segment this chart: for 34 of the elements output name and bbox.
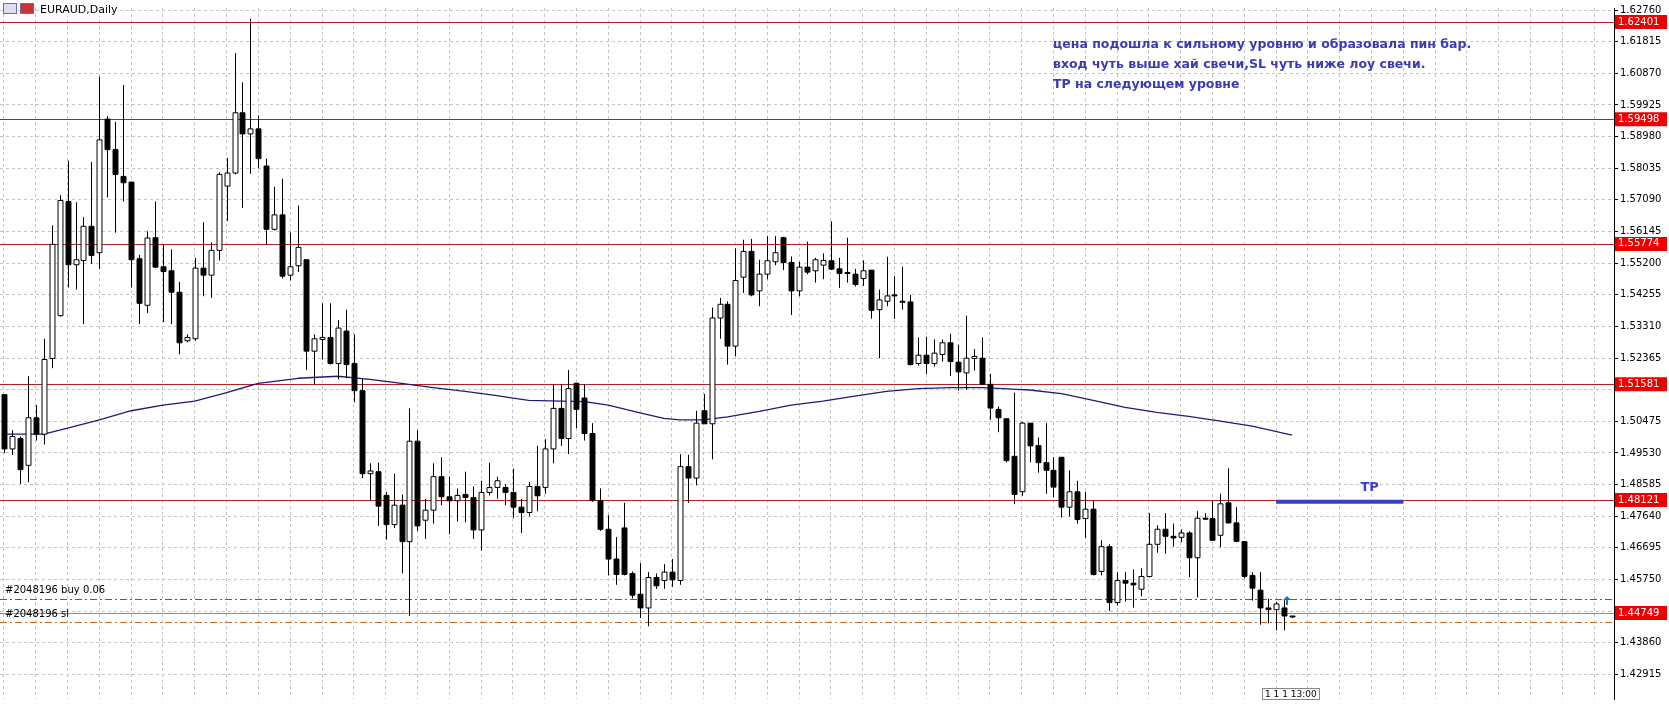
y-tick-label: 1.55200 <box>1620 256 1662 268</box>
annotation: 1 1 1 13:00 <box>1262 688 1320 700</box>
y-tick-label: 1.48585 <box>1620 478 1662 490</box>
y-tick-label: 1.59925 <box>1620 98 1662 110</box>
y-tick-label: 1.56145 <box>1620 225 1662 237</box>
annotation: TP на следующем уровне <box>1053 76 1240 91</box>
y-tick-label: 1.54255 <box>1620 288 1662 300</box>
y-tick-label: 1.58035 <box>1620 161 1662 173</box>
ref-line-label: #2048196 buy 0.06 <box>5 584 106 596</box>
annotation: вход чуть выше хай свечи,SL чуть ниже лоу свечи. <box>1053 56 1426 71</box>
ref-line-label: 1.48121 <box>1618 493 1660 505</box>
ref-line-label: #2048196 sl <box>5 607 70 619</box>
y-tick-label: 1.50475 <box>1620 414 1662 426</box>
ref-line-label: 1.44749 <box>1618 606 1660 618</box>
y-tick-label: 1.43860 <box>1620 636 1662 648</box>
annotation: цена подошла к сильному уровню и образовала пин бар. <box>1053 36 1472 51</box>
y-tick-label: 1.46695 <box>1620 541 1662 553</box>
y-tick-label: 1.60870 <box>1620 66 1662 78</box>
y-tick-label: 1.47640 <box>1620 509 1662 521</box>
y-tick-label: 1.61815 <box>1620 35 1662 47</box>
y-tick-label: 1.45750 <box>1620 573 1662 585</box>
ref-line-label: 1.59498 <box>1618 112 1660 124</box>
ref-line-label: 1.55774 <box>1618 237 1660 249</box>
y-tick-label: 1.42915 <box>1620 667 1662 679</box>
ref-line-label: 1.51581 <box>1618 377 1660 389</box>
y-tick-label: 1.49530 <box>1620 446 1662 458</box>
y-tick-label: 1.53310 <box>1620 319 1662 331</box>
y-tick-label: 1.57090 <box>1620 193 1662 205</box>
series-label: TP <box>1360 478 1379 494</box>
y-tick-label: 1.62760 <box>1620 3 1662 15</box>
chart-title: EURAUD,Daily <box>40 3 118 16</box>
ref-line-label: 1.62401 <box>1618 15 1660 27</box>
y-tick-label: 1.58980 <box>1620 130 1662 142</box>
y-tick-label: 1.52365 <box>1620 351 1662 363</box>
